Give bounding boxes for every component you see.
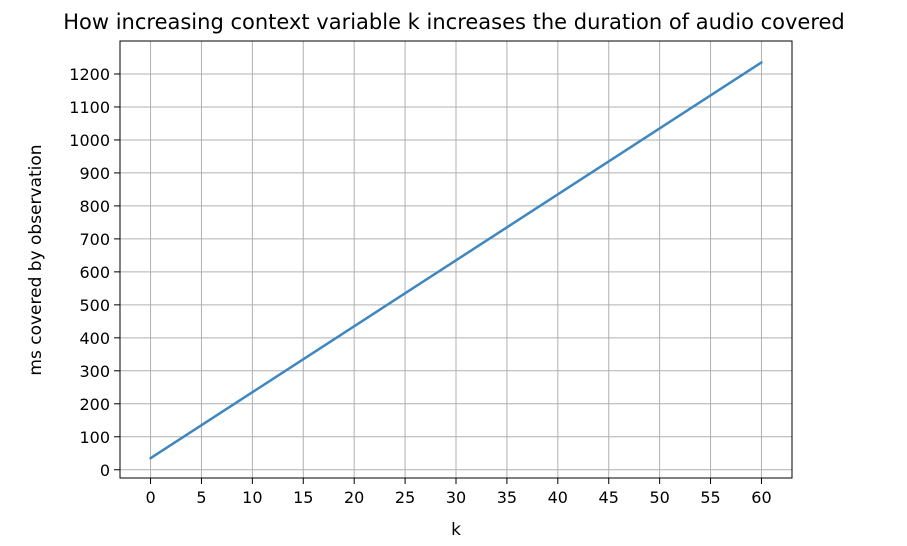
x-tick-label: 0 bbox=[145, 488, 155, 507]
x-tick-label: 25 bbox=[395, 488, 415, 507]
y-tick-label: 200 bbox=[79, 395, 110, 414]
x-tick-label: 60 bbox=[751, 488, 771, 507]
y-axis-ticks: 0 100 200 300 400 500 600 700 800 900 1000 1100 1200 bbox=[69, 65, 120, 480]
y-tick-label: 1100 bbox=[69, 98, 110, 117]
y-tick-label: 1000 bbox=[69, 131, 110, 150]
x-tick-label: 20 bbox=[344, 488, 364, 507]
y-tick-label: 800 bbox=[79, 197, 110, 216]
y-tick-label: 500 bbox=[79, 296, 110, 315]
x-axis-ticks: 0 5 10 15 20 25 30 35 40 45 50 55 60 bbox=[145, 478, 772, 507]
x-axis-label: k bbox=[451, 520, 461, 540]
x-tick-label: 15 bbox=[293, 488, 313, 507]
chart-title: How increasing context variable k increa… bbox=[63, 10, 845, 34]
x-tick-label: 40 bbox=[548, 488, 568, 507]
y-tick-label: 600 bbox=[79, 263, 110, 282]
x-tick-label: 10 bbox=[242, 488, 262, 507]
x-tick-label: 5 bbox=[196, 488, 206, 507]
series-layer bbox=[149, 61, 763, 460]
y-tick-label: 300 bbox=[79, 362, 110, 381]
y-tick-label: 100 bbox=[79, 428, 110, 447]
x-tick-label: 55 bbox=[700, 488, 720, 507]
x-tick-label: 30 bbox=[446, 488, 466, 507]
grid bbox=[120, 41, 792, 478]
x-tick-label: 45 bbox=[599, 488, 619, 507]
y-tick-label: 400 bbox=[79, 329, 110, 348]
y-tick-label: 1200 bbox=[69, 65, 110, 84]
y-axis-label: ms covered by observation bbox=[26, 144, 46, 375]
y-tick-label: 700 bbox=[79, 230, 110, 249]
x-tick-label: 35 bbox=[497, 488, 517, 507]
series-line bbox=[149, 61, 763, 460]
y-tick-label: 0 bbox=[100, 461, 110, 480]
x-tick-label: 50 bbox=[649, 488, 669, 507]
y-tick-label: 900 bbox=[79, 164, 110, 183]
